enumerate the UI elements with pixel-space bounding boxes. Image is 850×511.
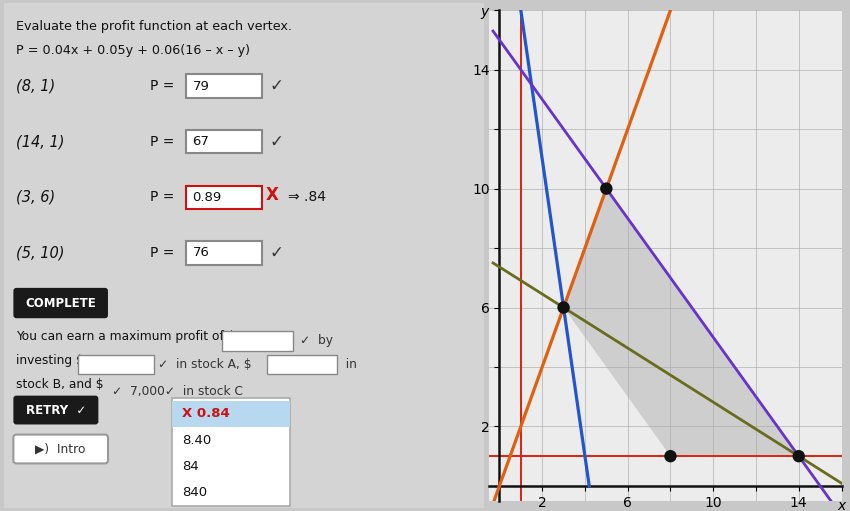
Text: 0.89: 0.89 [192, 191, 222, 204]
Text: stock B, and $: stock B, and $ [16, 379, 104, 391]
Text: investing $: investing $ [16, 354, 84, 367]
Text: (14, 1): (14, 1) [16, 134, 65, 149]
Text: Evaluate the profit function at each vertex.: Evaluate the profit function at each ver… [16, 20, 292, 33]
Text: P = 0.04x + 0.05y + 0.06(16 – x – y): P = 0.04x + 0.05y + 0.06(16 – x – y) [16, 44, 250, 57]
Text: 67: 67 [192, 135, 209, 148]
FancyBboxPatch shape [268, 355, 337, 375]
Text: x: x [837, 499, 846, 511]
FancyBboxPatch shape [77, 355, 154, 375]
Text: ⇒ .84: ⇒ .84 [287, 190, 326, 204]
Text: (8, 1): (8, 1) [16, 79, 55, 94]
Text: P =: P = [150, 246, 175, 260]
Text: 76: 76 [192, 246, 209, 260]
Text: ▶)  Intro: ▶) Intro [36, 443, 86, 455]
FancyBboxPatch shape [173, 398, 290, 506]
Text: ✓  by: ✓ by [299, 335, 332, 347]
FancyBboxPatch shape [14, 396, 99, 425]
Point [664, 452, 677, 460]
Text: X 0.84: X 0.84 [182, 407, 230, 421]
Text: P =: P = [150, 79, 175, 93]
Text: ✓: ✓ [269, 77, 284, 95]
Text: (3, 6): (3, 6) [16, 190, 55, 205]
Text: in: in [338, 358, 357, 371]
FancyBboxPatch shape [186, 75, 262, 98]
FancyBboxPatch shape [186, 241, 262, 265]
Text: RETRY  ✓: RETRY ✓ [26, 404, 86, 416]
Text: COMPLETE: COMPLETE [26, 296, 96, 310]
FancyBboxPatch shape [14, 434, 108, 463]
Text: You can earn a maximum profit of $: You can earn a maximum profit of $ [16, 331, 235, 343]
Text: 8.40: 8.40 [182, 434, 211, 447]
Point [792, 452, 806, 460]
Text: ✓: ✓ [269, 133, 284, 151]
Point [557, 304, 570, 312]
FancyBboxPatch shape [4, 3, 484, 508]
Text: (5, 10): (5, 10) [16, 245, 65, 261]
Text: 84: 84 [182, 460, 199, 473]
FancyBboxPatch shape [14, 288, 108, 318]
Text: ✓: ✓ [269, 244, 284, 262]
Text: y: y [480, 5, 489, 19]
Text: P =: P = [150, 135, 175, 149]
Text: 79: 79 [192, 80, 209, 92]
Text: ✓  in stock A, $: ✓ in stock A, $ [158, 358, 252, 371]
Text: P =: P = [150, 190, 175, 204]
Text: 840: 840 [182, 486, 207, 499]
Text: X: X [266, 186, 279, 204]
FancyBboxPatch shape [186, 130, 262, 153]
Point [599, 184, 613, 193]
Text: ✓  7,000✓  in stock C: ✓ 7,000✓ in stock C [112, 385, 243, 398]
FancyBboxPatch shape [186, 185, 262, 209]
Polygon shape [564, 189, 799, 456]
FancyBboxPatch shape [222, 331, 293, 351]
FancyBboxPatch shape [173, 401, 290, 427]
